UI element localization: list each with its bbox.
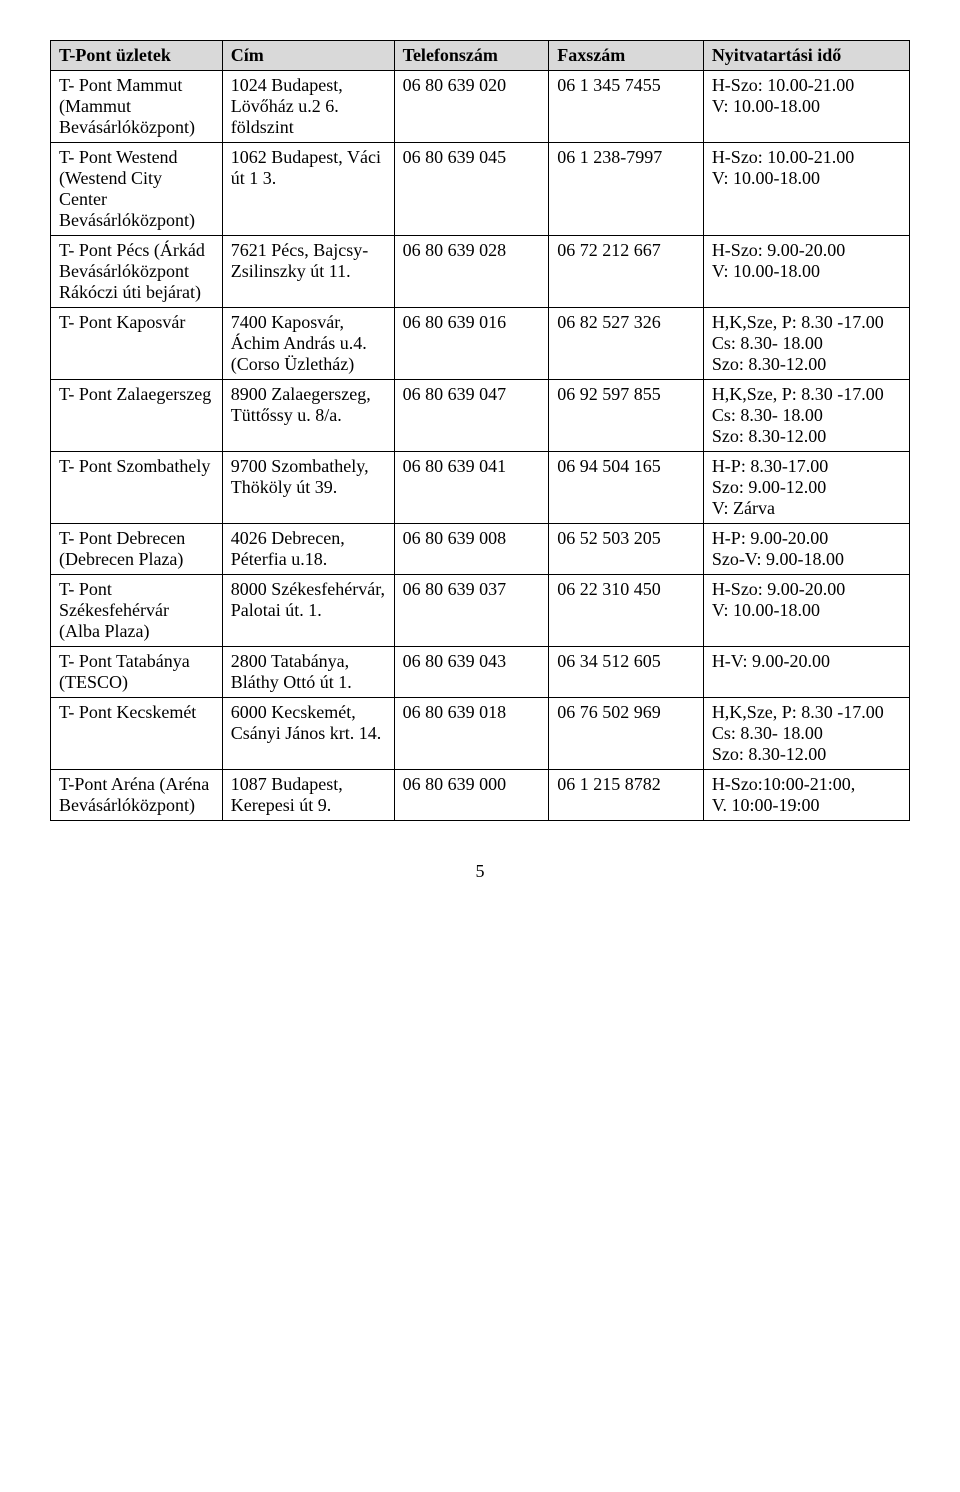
col-phone: Telefonszám	[394, 41, 549, 71]
table-row: T- Pont Kaposvár7400 Kaposvár, Áchim And…	[51, 308, 910, 380]
col-fax: Faxszám	[549, 41, 704, 71]
cell-store: T- Pont Mammut (Mammut Bevásárlóközpont)	[51, 71, 223, 143]
cell-hours: H-P: 9.00-20.00Szo-V: 9.00-18.00	[703, 524, 909, 575]
table-row: T-Pont Aréna (Aréna Bevásárlóközpont)108…	[51, 770, 910, 821]
cell-address: 8900 Zalaegerszeg, Tüttőssy u. 8/a.	[222, 380, 394, 452]
cell-hours: H,K,Sze, P: 8.30 -17.00Cs: 8.30- 18.00Sz…	[703, 698, 909, 770]
cell-hours: H,K,Sze, P: 8.30 -17.00Cs: 8.30- 18.00Sz…	[703, 380, 909, 452]
col-store: T-Pont üzletek	[51, 41, 223, 71]
table-row: T- Pont Zalaegerszeg8900 Zalaegerszeg, T…	[51, 380, 910, 452]
page-number: 5	[50, 861, 910, 882]
table-row: T- Pont Tatabánya (TESCO)2800 Tatabánya,…	[51, 647, 910, 698]
cell-store: T- Pont Zalaegerszeg	[51, 380, 223, 452]
cell-hours: H-Szo:10:00-21:00,V. 10:00-19:00	[703, 770, 909, 821]
cell-address: 1062 Budapest, Váci út 1 3.	[222, 143, 394, 236]
cell-phone: 06 80 639 016	[394, 308, 549, 380]
cell-address: 6000 Kecskemét, Csányi János krt. 14.	[222, 698, 394, 770]
col-hours: Nyitvatartási idő	[703, 41, 909, 71]
cell-store: T- Pont Tatabánya (TESCO)	[51, 647, 223, 698]
stores-table: T-Pont üzletek Cím Telefonszám Faxszám N…	[50, 40, 910, 821]
table-row: T- Pont Pécs (Árkád Bevásárlóközpont Rák…	[51, 236, 910, 308]
cell-phone: 06 80 639 008	[394, 524, 549, 575]
cell-hours: H-P: 8.30-17.00Szo: 9.00-12.00V: Zárva	[703, 452, 909, 524]
cell-fax: 06 1 215 8782	[549, 770, 704, 821]
cell-store: T- Pont Kaposvár	[51, 308, 223, 380]
cell-phone: 06 80 639 028	[394, 236, 549, 308]
cell-address: 1087 Budapest, Kerepesi út 9.	[222, 770, 394, 821]
cell-fax: 06 94 504 165	[549, 452, 704, 524]
cell-store: T- Pont Westend (Westend City Center Bev…	[51, 143, 223, 236]
cell-phone: 06 80 639 047	[394, 380, 549, 452]
cell-fax: 06 22 310 450	[549, 575, 704, 647]
cell-address: 2800 Tatabánya, Bláthy Ottó út 1.	[222, 647, 394, 698]
cell-hours: H-V: 9.00-20.00	[703, 647, 909, 698]
cell-store: T- Pont Kecskemét	[51, 698, 223, 770]
cell-phone: 06 80 639 020	[394, 71, 549, 143]
cell-fax: 06 82 527 326	[549, 308, 704, 380]
cell-address: 8000 Székesfehérvár, Palotai út. 1.	[222, 575, 394, 647]
cell-fax: 06 1 345 7455	[549, 71, 704, 143]
cell-hours: H-Szo: 9.00-20.00V: 10.00-18.00	[703, 575, 909, 647]
cell-address: 7400 Kaposvár, Áchim András u.4.(Corso Ü…	[222, 308, 394, 380]
cell-store: T- Pont Székesfehérvár (Alba Plaza)	[51, 575, 223, 647]
cell-fax: 06 92 597 855	[549, 380, 704, 452]
cell-phone: 06 80 639 043	[394, 647, 549, 698]
cell-fax: 06 72 212 667	[549, 236, 704, 308]
cell-store: T-Pont Aréna (Aréna Bevásárlóközpont)	[51, 770, 223, 821]
table-row: T- Pont Kecskemét6000 Kecskemét, Csányi …	[51, 698, 910, 770]
cell-hours: H-Szo: 10.00-21.00V: 10.00-18.00	[703, 71, 909, 143]
cell-hours: H-Szo: 10.00-21.00V: 10.00-18.00	[703, 143, 909, 236]
cell-hours: H,K,Sze, P: 8.30 -17.00Cs: 8.30- 18.00Sz…	[703, 308, 909, 380]
table-row: T- Pont Westend (Westend City Center Bev…	[51, 143, 910, 236]
table-row: T- Pont Szombathely9700 Szombathely, Thö…	[51, 452, 910, 524]
cell-fax: 06 34 512 605	[549, 647, 704, 698]
cell-phone: 06 80 639 045	[394, 143, 549, 236]
cell-hours: H-Szo: 9.00-20.00V: 10.00-18.00	[703, 236, 909, 308]
cell-fax: 06 76 502 969	[549, 698, 704, 770]
table-row: T- Pont Mammut (Mammut Bevásárlóközpont)…	[51, 71, 910, 143]
cell-phone: 06 80 639 037	[394, 575, 549, 647]
col-address: Cím	[222, 41, 394, 71]
cell-address: 1024 Budapest, Lövőház u.2 6. földszint	[222, 71, 394, 143]
cell-phone: 06 80 639 018	[394, 698, 549, 770]
table-header-row: T-Pont üzletek Cím Telefonszám Faxszám N…	[51, 41, 910, 71]
cell-address: 7621 Pécs, Bajcsy-Zsilinszky út 11.	[222, 236, 394, 308]
cell-fax: 06 1 238-7997	[549, 143, 704, 236]
cell-address: 9700 Szombathely, Thököly út 39.	[222, 452, 394, 524]
cell-store: T- Pont Debrecen (Debrecen Plaza)	[51, 524, 223, 575]
table-row: T- Pont Székesfehérvár (Alba Plaza)8000 …	[51, 575, 910, 647]
cell-phone: 06 80 639 000	[394, 770, 549, 821]
cell-store: T- Pont Szombathely	[51, 452, 223, 524]
cell-address: 4026 Debrecen, Péterfia u.18.	[222, 524, 394, 575]
cell-fax: 06 52 503 205	[549, 524, 704, 575]
table-row: T- Pont Debrecen (Debrecen Plaza)4026 De…	[51, 524, 910, 575]
cell-phone: 06 80 639 041	[394, 452, 549, 524]
cell-store: T- Pont Pécs (Árkád Bevásárlóközpont Rák…	[51, 236, 223, 308]
